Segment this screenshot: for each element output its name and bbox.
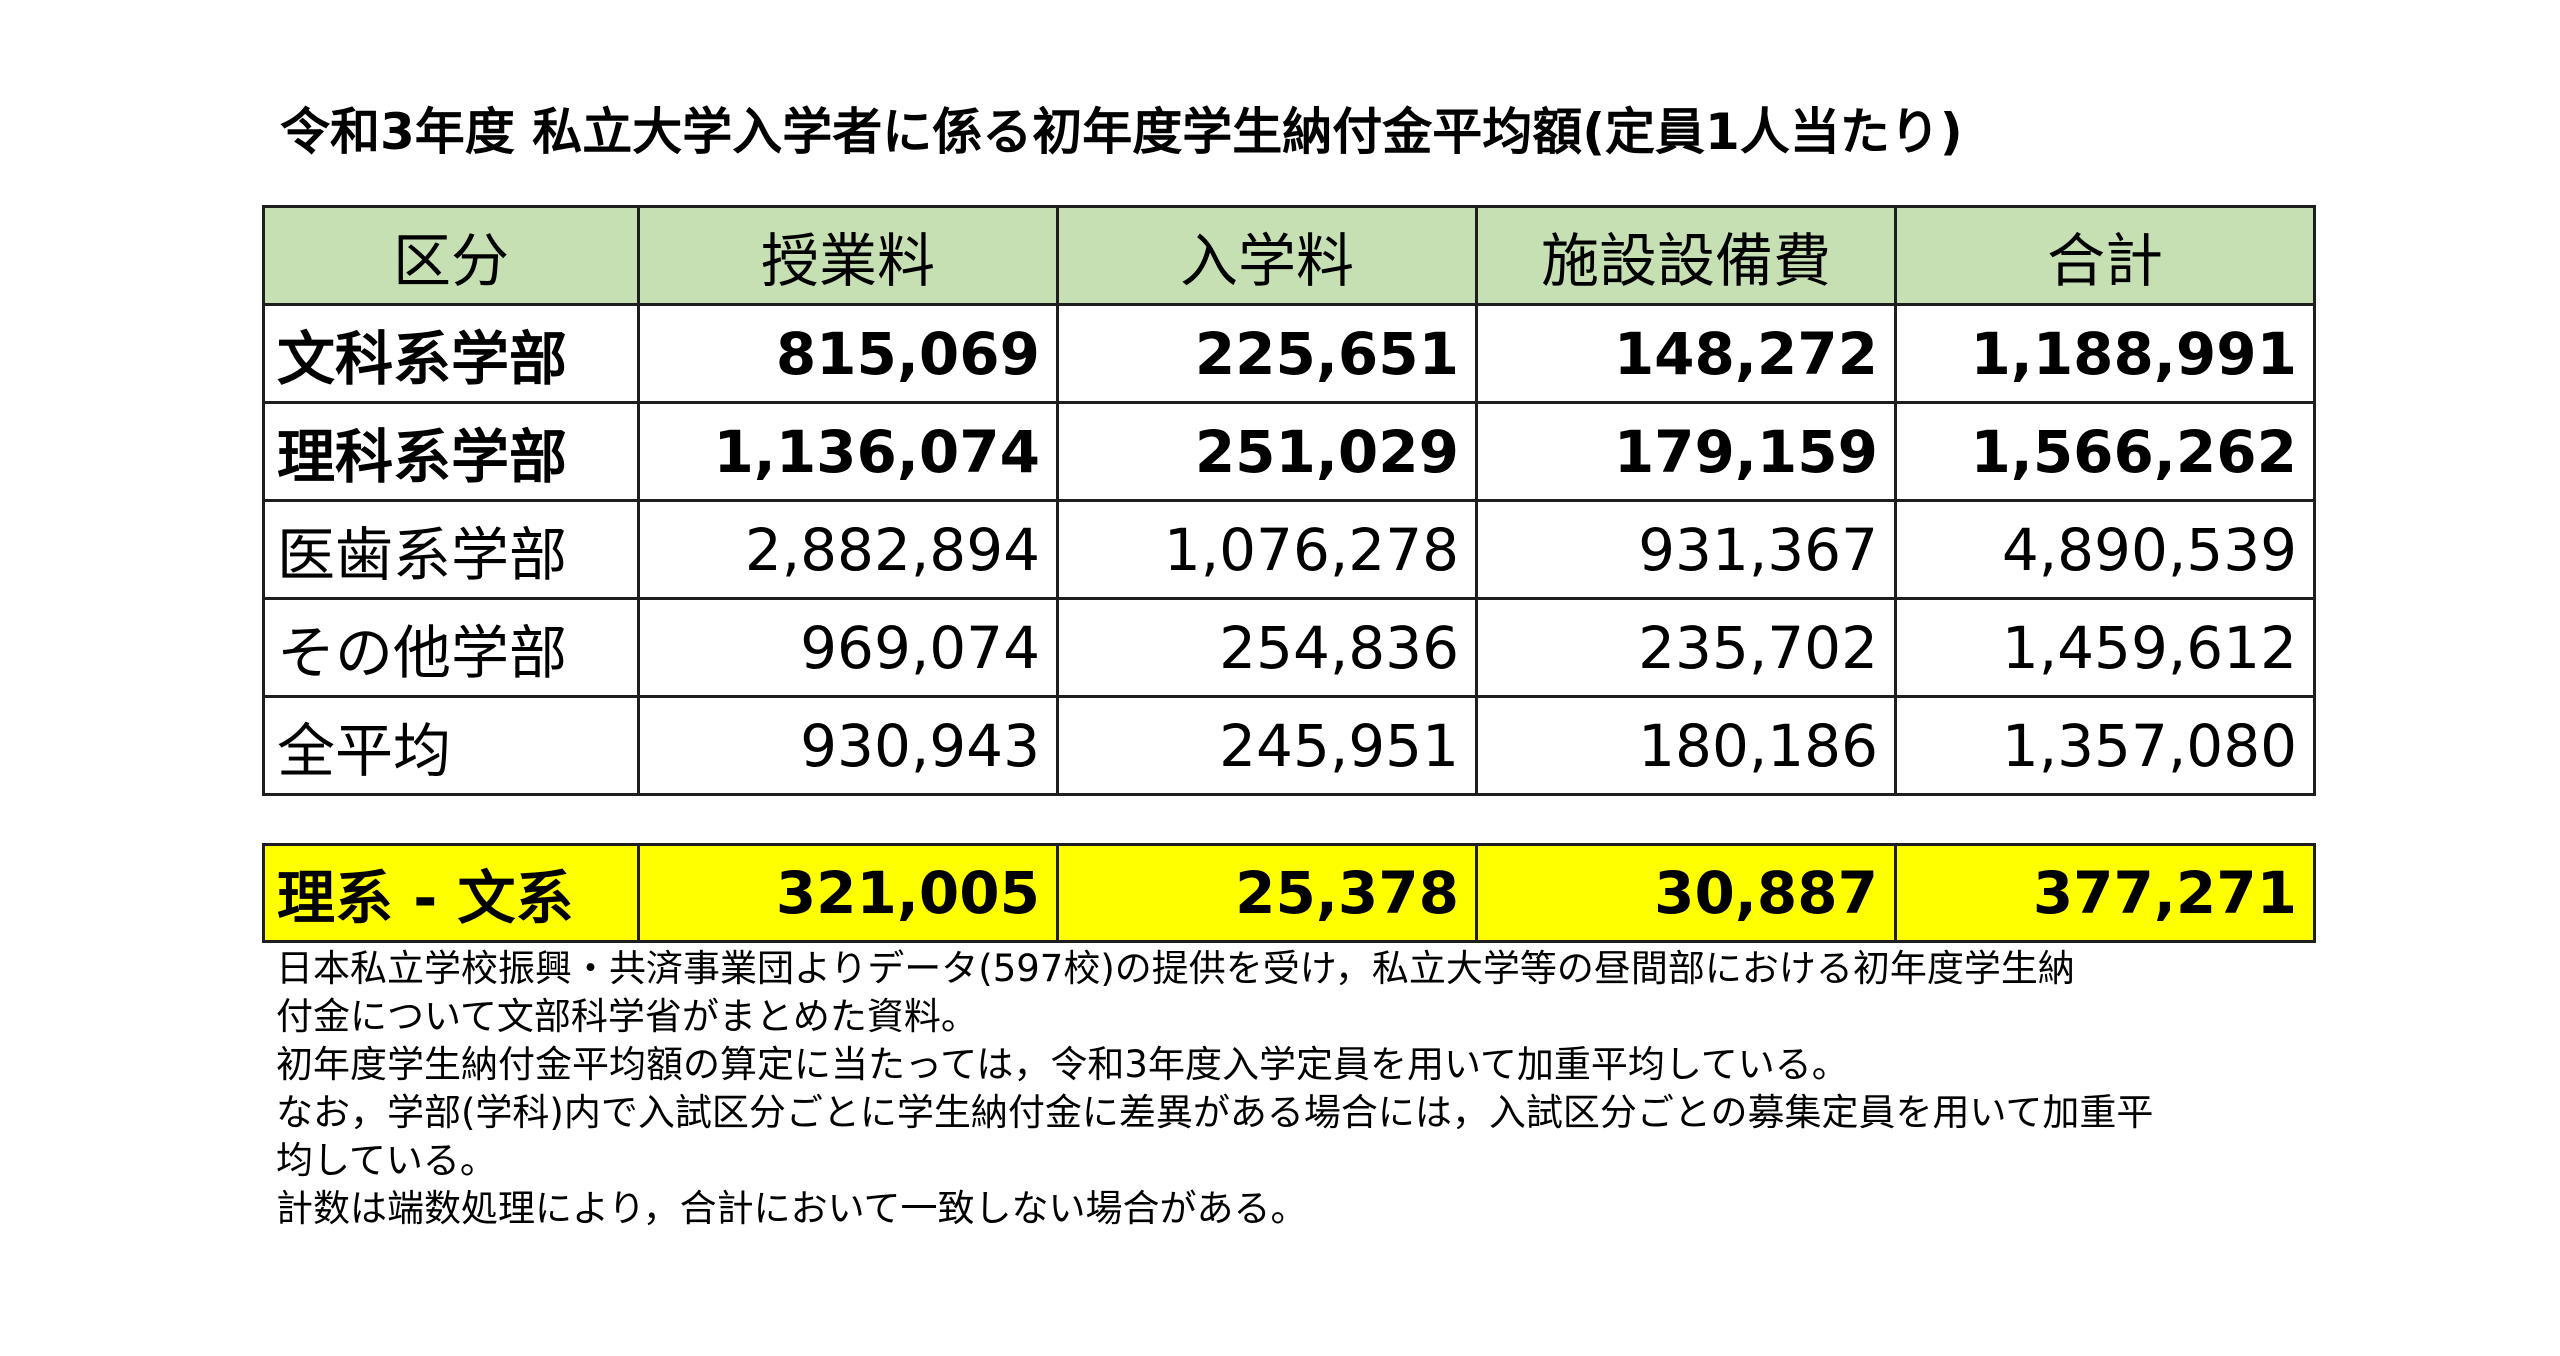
cell-facility-fee: 931,367 [1475,499,1897,600]
cell-total: 1,188,991 [1894,303,2316,404]
cell-facility-fee: 179,159 [1475,401,1897,502]
table-header-row: 区分 授業料 入学料 施設設備費 合計 [262,205,2316,306]
cell-tuition: 1,136,074 [637,401,1059,502]
cell-total: 1,357,080 [1894,695,2316,796]
diff-tuition: 321,005 [637,843,1059,943]
notes: 日本私立学校振興・共済事業団よりデータ(597校)の提供を受け，私立大学等の昼間… [276,945,2316,1233]
table-row: 医歯系学部 2,882,894 1,076,278 931,367 4,890,… [262,499,2316,600]
header-tuition: 授業料 [637,205,1059,306]
tuition-table: 区分 授業料 入学料 施設設備費 合計 文科系学部 815,069 225,65… [262,205,2316,796]
cell-admission-fee: 245,951 [1056,695,1478,796]
header-facility-fee: 施設設備費 [1475,205,1897,306]
cell-admission-fee: 251,029 [1056,401,1478,502]
cell-facility-fee: 180,186 [1475,695,1897,796]
cell-tuition: 930,943 [637,695,1059,796]
cell-total: 1,459,612 [1894,597,2316,698]
note-line: 均している。 [276,1139,497,1182]
table-row: 全平均 930,943 245,951 180,186 1,357,080 [262,695,2316,796]
header-admission-fee: 入学料 [1056,205,1478,306]
note-line: なお，学部(学科)内で入試区分ごとに学生納付金に差異がある場合には，入試区分ごと… [276,1091,2154,1134]
row-label: 理科系学部 [262,401,640,502]
cell-admission-fee: 225,651 [1056,303,1478,404]
cell-total: 4,890,539 [1894,499,2316,600]
page-title: 令和3年度 私立大学入学者に係る初年度学生納付金平均額(定員1人当たり) [280,103,1963,161]
note-line: 計数は端数処理により，合計において一致しない場合がある。 [276,1187,1308,1230]
cell-facility-fee: 148,272 [1475,303,1897,404]
note-line: 初年度学生納付金平均額の算定に当たっては，令和3年度入学定員を用いて加重平均して… [276,1043,1849,1086]
row-label: 全平均 [262,695,640,796]
header-category: 区分 [262,205,640,306]
diff-total: 377,271 [1894,843,2316,943]
cell-facility-fee: 235,702 [1475,597,1897,698]
diff-admission-fee: 25,378 [1056,843,1478,943]
table-row: 理科系学部 1,136,074 251,029 179,159 1,566,26… [262,401,2316,502]
table-row: その他学部 969,074 254,836 235,702 1,459,612 [262,597,2316,698]
cell-admission-fee: 1,076,278 [1056,499,1478,600]
note-line: 付金について文部科学省がまとめた資料。 [276,995,978,1038]
table-row: 文科系学部 815,069 225,651 148,272 1,188,991 [262,303,2316,404]
cell-total: 1,566,262 [1894,401,2316,502]
difference-row: 理系 - 文系 321,005 25,378 30,887 377,271 [262,843,2316,943]
cell-tuition: 815,069 [637,303,1059,404]
note-line: 日本私立学校振興・共済事業団よりデータ(597校)の提供を受け，私立大学等の昼間… [276,947,2075,990]
cell-admission-fee: 254,836 [1056,597,1478,698]
row-label: その他学部 [262,597,640,698]
diff-facility-fee: 30,887 [1475,843,1897,943]
row-label: 医歯系学部 [262,499,640,600]
cell-tuition: 969,074 [637,597,1059,698]
row-label: 文科系学部 [262,303,640,404]
difference-label: 理系 - 文系 [262,843,640,943]
difference-table: 理系 - 文系 321,005 25,378 30,887 377,271 [262,843,2316,943]
cell-tuition: 2,882,894 [637,499,1059,600]
header-total: 合計 [1894,205,2316,306]
